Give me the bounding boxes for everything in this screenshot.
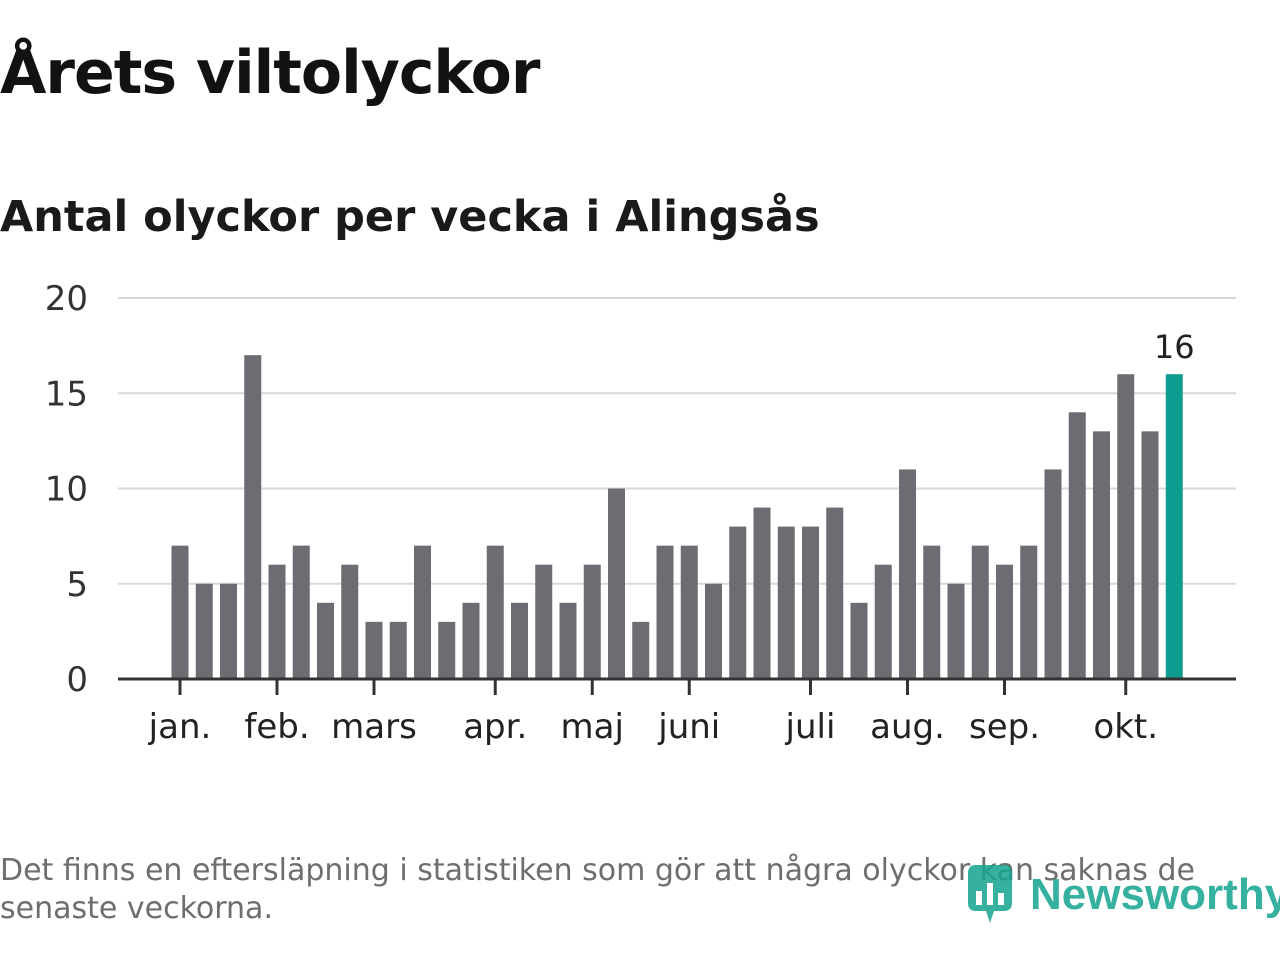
- data-labels: 16: [1154, 328, 1195, 366]
- bar: [1093, 431, 1110, 679]
- x-tick-label: apr.: [463, 707, 527, 747]
- bar: [656, 545, 674, 679]
- bar: [1020, 545, 1038, 679]
- bar: [947, 583, 965, 679]
- bar-chart: 0 5 10 15 20 jan. feb. mars apr. maj juni juli aug.…: [45, 279, 1236, 747]
- bar: [171, 545, 189, 679]
- bar: [559, 602, 577, 679]
- bar: [777, 526, 795, 679]
- x-tick-label: jan.: [148, 707, 212, 747]
- x-tick-label: aug.: [870, 707, 945, 747]
- bar: [195, 583, 213, 679]
- bar-highlight: [1165, 374, 1183, 679]
- bar: [753, 507, 771, 679]
- x-tick-label: juli: [785, 707, 836, 747]
- brand-name: Newsworthy: [1030, 870, 1280, 919]
- x-tick-label: sep.: [969, 707, 1040, 747]
- y-tick-label: 5: [66, 565, 88, 605]
- y-tick-label: 15: [45, 374, 88, 414]
- bar: [462, 602, 480, 679]
- bar: [826, 507, 844, 679]
- bar: [1141, 431, 1159, 679]
- chart-title: Årets viltolyckor: [0, 38, 540, 108]
- bar: [317, 602, 334, 679]
- newsworthy-logo-icon: [964, 861, 1016, 929]
- highlight-value-label: 16: [1154, 328, 1195, 366]
- bar: [341, 564, 359, 679]
- bar: [438, 621, 456, 679]
- y-tick-label: 20: [45, 279, 88, 319]
- x-tick-label: juni: [657, 707, 720, 747]
- bar: [1117, 374, 1135, 679]
- bar: [365, 621, 383, 679]
- bar: [535, 564, 553, 679]
- y-axis: 0 5 10 15 20: [45, 279, 88, 700]
- gridlines: [118, 297, 1236, 585]
- bar: [608, 488, 625, 679]
- bar: [874, 564, 892, 679]
- bar: [292, 545, 310, 679]
- bar: [899, 469, 916, 679]
- bar: [971, 545, 989, 679]
- bar: [244, 355, 262, 679]
- y-tick-label: 0: [66, 660, 88, 700]
- y-tick-label: 10: [45, 470, 88, 510]
- bar: [923, 545, 941, 679]
- x-tick-label: maj: [561, 707, 624, 747]
- bar: [680, 545, 698, 679]
- bar: [414, 545, 431, 679]
- bar: [583, 564, 601, 679]
- bar: [729, 526, 747, 679]
- bar: [850, 602, 868, 679]
- x-tick-label: mars: [331, 707, 417, 747]
- bar: [1068, 412, 1086, 679]
- bar: [705, 583, 722, 679]
- x-tick-label: okt.: [1093, 707, 1158, 747]
- bar: [389, 621, 407, 679]
- bar: [802, 526, 819, 679]
- bar: [511, 602, 528, 679]
- bars: [171, 355, 1183, 679]
- x-tick-label: feb.: [244, 707, 309, 747]
- brand-logo: Newsworthy: [964, 860, 1280, 930]
- bar: [268, 564, 286, 679]
- bar: [486, 545, 504, 679]
- chart-subtitle: Antal olyckor per vecka i Alingsås: [0, 192, 820, 242]
- bar: [220, 583, 237, 679]
- bar: [632, 621, 650, 679]
- bar: [996, 564, 1013, 679]
- bar: [1044, 469, 1062, 679]
- x-axis: jan. feb. mars apr. maj juni juli aug. sep. okt.: [118, 677, 1236, 747]
